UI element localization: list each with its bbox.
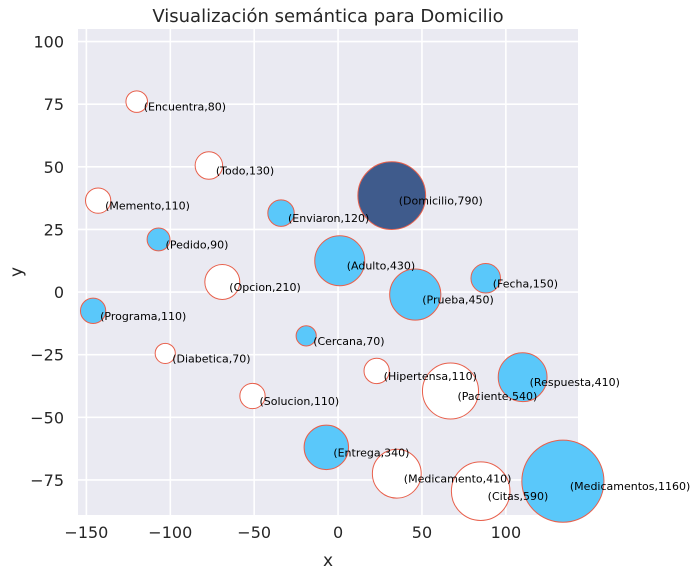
y-tick-label: 75 — [44, 95, 64, 114]
point-label-enviaron: (Enviaron,120) — [288, 212, 369, 225]
point-label-entrega: (Entrega,340) — [333, 446, 409, 459]
point-label-medicamento: (Medicamento,410) — [404, 473, 512, 486]
y-tick-label: 25 — [44, 220, 64, 239]
point-label-medicamentos: (Medicamentos,1160) — [570, 480, 690, 493]
x-tick-label: 50 — [412, 523, 432, 542]
point-label-opcion: (Opcion,210) — [229, 281, 301, 294]
x-axis-label: x — [323, 551, 333, 571]
point-citas — [450, 461, 511, 521]
point-label-pedido: (Pedido,90) — [166, 238, 229, 251]
point-solucion — [239, 382, 266, 410]
point-entrega — [303, 424, 350, 471]
point-label-todo: (Todo,130) — [216, 165, 274, 178]
point-prueba — [389, 268, 442, 321]
point-label-domicilio: (Domicilio,790) — [399, 195, 483, 208]
point-enviaron — [267, 199, 295, 227]
point-label-cercana: (Cercana,70) — [313, 335, 384, 348]
y-tick-label: 0 — [54, 283, 64, 302]
point-hipertensa — [363, 357, 390, 385]
point-label-respuesta: (Respuesta,410) — [530, 376, 620, 389]
point-label-memento: (Memento,110) — [105, 200, 190, 213]
point-fecha — [470, 262, 501, 294]
point-label-citas: (Citas,590) — [488, 490, 549, 503]
point-adulto — [314, 235, 366, 287]
point-paciente — [421, 362, 480, 420]
x-tick-label: 0 — [333, 523, 343, 542]
point-label-hipertensa: (Hipertensa,110) — [384, 370, 477, 383]
point-respuesta — [497, 352, 548, 403]
point-label-programa: (Programa,110) — [100, 310, 186, 323]
point-medicamento — [371, 448, 422, 499]
point-cercana — [295, 325, 317, 347]
chart-title: Visualización semántica para Domicilio — [152, 6, 503, 27]
x-tick-label: 100 — [491, 523, 522, 542]
y-tick-label: −25 — [30, 346, 64, 365]
point-diabetica — [154, 342, 176, 365]
x-tick-label: −150 — [64, 523, 108, 542]
x-tick-label: −100 — [148, 523, 192, 542]
point-domicilio — [357, 161, 427, 230]
point-label-diabetica: (Diabetica,70) — [172, 352, 250, 365]
point-label-adulto: (Adulto,430) — [347, 260, 415, 273]
point-label-encuentra: (Encuentra,80) — [144, 101, 226, 114]
point-opcion — [204, 264, 241, 300]
tick-labels: −150 −100 −50 0 50 100 −75 −50 −25 0 25 50 75 100 — [30, 33, 521, 542]
point-medicamentos — [521, 439, 605, 523]
y-axis-label: y — [7, 267, 27, 277]
point-label-fecha: (Fecha,150) — [493, 277, 558, 290]
point-pedido — [146, 227, 171, 252]
point-programa — [79, 297, 107, 324]
y-tick-label: 100 — [33, 33, 64, 52]
y-tick-label: 50 — [44, 158, 64, 177]
point-label-solucion: (Solucion,110) — [259, 395, 339, 408]
data-points — [79, 90, 605, 523]
point-encuentra — [125, 90, 149, 113]
point-label-prueba: (Prueba,450) — [422, 294, 494, 307]
point-label-paciente: (Paciente,540) — [457, 390, 537, 403]
data-labels: (Encuentra,80) (Todo,130) (Memento,110) (En… — [100, 101, 690, 504]
point-memento — [84, 187, 112, 214]
y-tick-label: −50 — [30, 408, 64, 427]
y-tick-label: −75 — [30, 471, 64, 490]
point-todo — [194, 151, 224, 180]
x-tick-label: −50 — [237, 523, 271, 542]
